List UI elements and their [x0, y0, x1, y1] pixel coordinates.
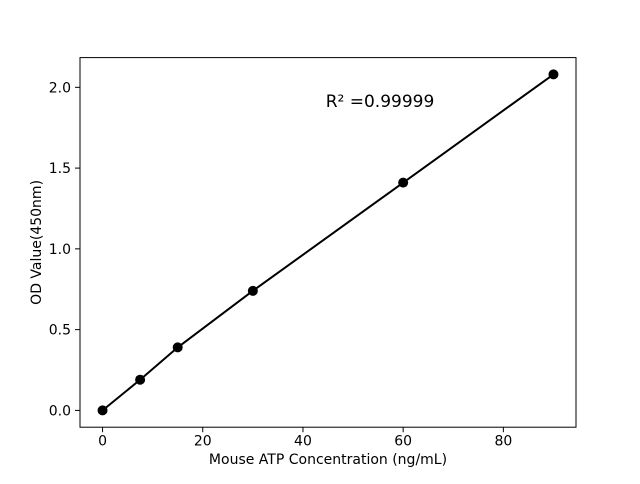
data-point: [97, 405, 108, 416]
data-point: [548, 69, 559, 80]
x-tick-label: 60: [394, 434, 412, 450]
x-tick-label: 20: [194, 434, 212, 450]
y-tick-label: 0.5: [49, 323, 71, 339]
x-tick-label: 80: [494, 434, 512, 450]
y-tick-label: 2.0: [49, 80, 71, 96]
y-tick-label: 1.5: [49, 161, 71, 177]
data-point: [247, 285, 258, 296]
y-tick-label: 0.0: [49, 403, 71, 419]
data-point: [172, 342, 183, 353]
data-point: [398, 177, 409, 188]
data-line: [101, 73, 555, 412]
y-tick-label: 1.0: [49, 242, 71, 258]
data-point: [135, 374, 146, 385]
x-axis-label: Mouse ATP Concentration (ng/mL): [209, 452, 447, 468]
plot-frame: [79, 57, 577, 428]
y-axis-ticks: 0.0 0.5 1.0 1.5 2.0: [49, 80, 80, 419]
x-axis-ticks: 0 20 40 60 80: [98, 427, 512, 450]
x-tick-label: 0: [98, 434, 107, 450]
x-tick-label: 40: [294, 434, 312, 450]
y-axis-label: OD Value(450nm): [29, 180, 45, 305]
r-squared-annotation: R² =0.99999: [326, 92, 435, 112]
data-series: [97, 69, 559, 416]
